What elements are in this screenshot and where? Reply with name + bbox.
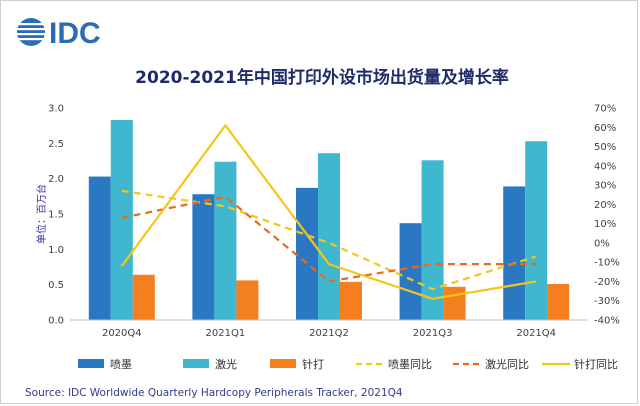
y2-tick-label: -10%	[594, 258, 620, 269]
y-tick-label: 1.0	[48, 245, 64, 256]
y2-tick-label: 60%	[594, 123, 616, 134]
bar-针打-2021Q4	[547, 283, 570, 320]
idc-logo: IDC	[17, 17, 101, 50]
y2-tick-label: -40%	[594, 316, 620, 327]
legend-label: 针打	[302, 357, 324, 371]
line-针打同比	[120, 124, 537, 300]
source-note: Source: IDC Worldwide Quarterly Hardcopy…	[25, 387, 403, 399]
y-axis-ticks: 0.0 0.5 1.0 1.5 2.0 2.5 3.0	[48, 104, 64, 327]
logo-text: IDC	[49, 17, 101, 50]
bar-喷墨-2021Q3	[399, 223, 422, 320]
y2-tick-label: -30%	[594, 296, 620, 307]
bar-喷墨-2021Q1	[192, 194, 215, 320]
y-tick-label: 2.0	[48, 174, 64, 185]
y2-tick-label: 0%	[594, 238, 610, 249]
y-tick-label: 2.5	[48, 139, 64, 150]
y2-tick-label: 70%	[594, 104, 616, 115]
bar-喷墨-2021Q4	[503, 186, 526, 320]
y2-tick-label: 40%	[594, 161, 616, 172]
bar-针打-2021Q3	[443, 286, 466, 320]
bar-喷墨-2020Q4	[88, 176, 111, 320]
bar-针打-2021Q1	[236, 280, 259, 320]
bar-激光-2021Q1	[214, 161, 237, 320]
bar-激光-2021Q2	[318, 153, 340, 320]
y2-tick-label: -20%	[594, 277, 620, 288]
y-axis-label: 单位：百万台	[35, 184, 48, 244]
bar-喷墨-2021Q2	[296, 187, 318, 320]
legend-swatch	[78, 359, 104, 368]
category-label: 2021Q1	[206, 328, 246, 339]
category-label: 2021Q4	[516, 328, 556, 339]
globe-icon	[17, 18, 45, 46]
category-label: 2021Q2	[309, 328, 349, 339]
legend: 喷墨 激光 针打 喷墨同比 激光同比 针打同比	[78, 357, 618, 371]
y2-tick-label: 20%	[594, 200, 616, 211]
category-label: 2020Q4	[102, 328, 142, 339]
y-tick-label: 1.5	[48, 210, 64, 221]
legend-label: 激光	[215, 357, 237, 371]
chart-title: 2020-2021年中国打印外设市场出货量及增长率	[135, 67, 509, 88]
bar-激光-2020Q4	[110, 120, 133, 320]
category-label: 2021Q3	[413, 328, 453, 339]
y2-tick-label: 10%	[594, 219, 616, 230]
legend-label: 喷墨同比	[388, 358, 432, 371]
bar-针打-2020Q4	[132, 274, 155, 320]
legend-swatch	[270, 359, 296, 368]
y-tick-label: 3.0	[48, 104, 64, 115]
y2-tick-label: 50%	[594, 142, 616, 153]
line-喷墨同比	[121, 189, 537, 291]
y-tick-label: 0.5	[48, 280, 64, 291]
legend-swatch	[183, 359, 209, 368]
bar-series	[88, 120, 570, 320]
legend-label: 针打同比	[574, 357, 618, 371]
y-tick-label: 0.0	[48, 316, 64, 327]
line-series	[120, 124, 537, 300]
y2-axis-ticks: -40% -30% -20% -10% 0% 10% 20% 30% 40% 50% 60% 70%	[594, 104, 620, 327]
legend-label: 激光同比	[485, 357, 529, 371]
y2-tick-label: 30%	[594, 181, 616, 192]
legend-label: 喷墨	[110, 358, 132, 371]
x-axis-categories: 2020Q4 2021Q1 2021Q2 2021Q3 2021Q4	[102, 328, 556, 339]
bar-激光-2021Q3	[421, 160, 444, 320]
bar-针打-2021Q2	[340, 281, 362, 320]
bar-激光-2021Q4	[525, 141, 548, 320]
